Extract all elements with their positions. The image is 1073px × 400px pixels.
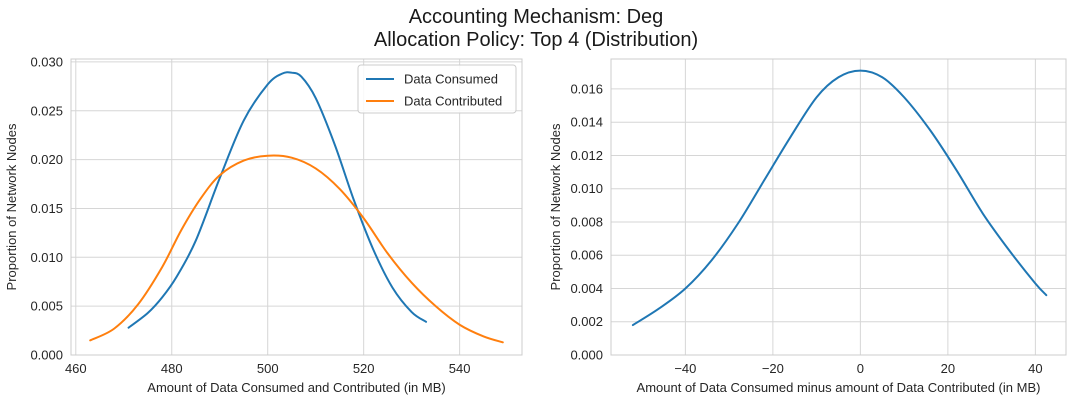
y-tick-label: 0.020 — [30, 152, 63, 167]
y-tick-label: 0.000 — [30, 348, 63, 363]
x-axis-label: Amount of Data Consumed and Contributed … — [147, 380, 445, 395]
figure-title-line-2: Allocation Policy: Top 4 (Distribution) — [374, 29, 698, 51]
y-tick-label: 0.006 — [570, 248, 603, 263]
series-line-data-consumed — [127, 71, 428, 329]
plot-frame — [610, 58, 1067, 356]
chart-panel-right: −40 −20 0 20 40 0.000 0.002 0.004 0.006 0.008 0.01… — [548, 58, 1067, 395]
y-tick-label: 0.010 — [570, 181, 603, 196]
x-tick-label: 40 — [1028, 361, 1042, 376]
x-axis-label: Amount of Data Consumed minus amount of … — [637, 380, 1041, 395]
x-tick-label: 480 — [161, 361, 183, 376]
y-tick-label: 0.012 — [570, 148, 603, 163]
x-tick-label: 0 — [857, 361, 864, 376]
series-line-data-contributed — [89, 154, 504, 344]
series-line-0 — [631, 69, 1048, 327]
chart-panel-left: 460 480 500 520 540 0.000 0.005 0.010 0.015 0.020… — [4, 54, 523, 395]
y-tick-label: 0.000 — [570, 348, 603, 363]
y-tick-label: 0.008 — [570, 214, 603, 229]
y-tick-label: 0.015 — [30, 201, 63, 216]
legend-label: Data Contributed — [404, 94, 502, 109]
x-tick-label: −20 — [762, 361, 784, 376]
y-tick-label: 0.030 — [30, 54, 63, 69]
figure-title-line-1: Accounting Mechanism: Deg — [409, 6, 664, 28]
x-tick-label: 460 — [65, 361, 87, 376]
legend-box — [357, 64, 517, 114]
y-tick-label: 0.002 — [570, 314, 603, 329]
x-tick-label: 500 — [257, 361, 279, 376]
y-tick-label: 0.005 — [30, 299, 63, 314]
x-tick-label: 540 — [449, 361, 471, 376]
x-tick-label: 520 — [353, 361, 375, 376]
y-tick-label: 0.025 — [30, 103, 63, 118]
y-axis-label: Proportion of Network Nodes — [548, 123, 563, 290]
y-axis-label: Proportion of Network Nodes — [4, 123, 19, 290]
y-tick-label: 0.016 — [570, 81, 603, 96]
x-tick-label: −40 — [674, 361, 696, 376]
legend-label: Data Consumed — [404, 72, 498, 87]
y-tick-label: 0.004 — [570, 281, 603, 296]
y-tick-label: 0.010 — [30, 250, 63, 265]
legend: Data Consumed Data Contributed — [357, 64, 517, 114]
y-tick-label: 0.014 — [570, 115, 603, 130]
x-tick-label: 20 — [941, 361, 955, 376]
plot-frame — [70, 58, 523, 356]
